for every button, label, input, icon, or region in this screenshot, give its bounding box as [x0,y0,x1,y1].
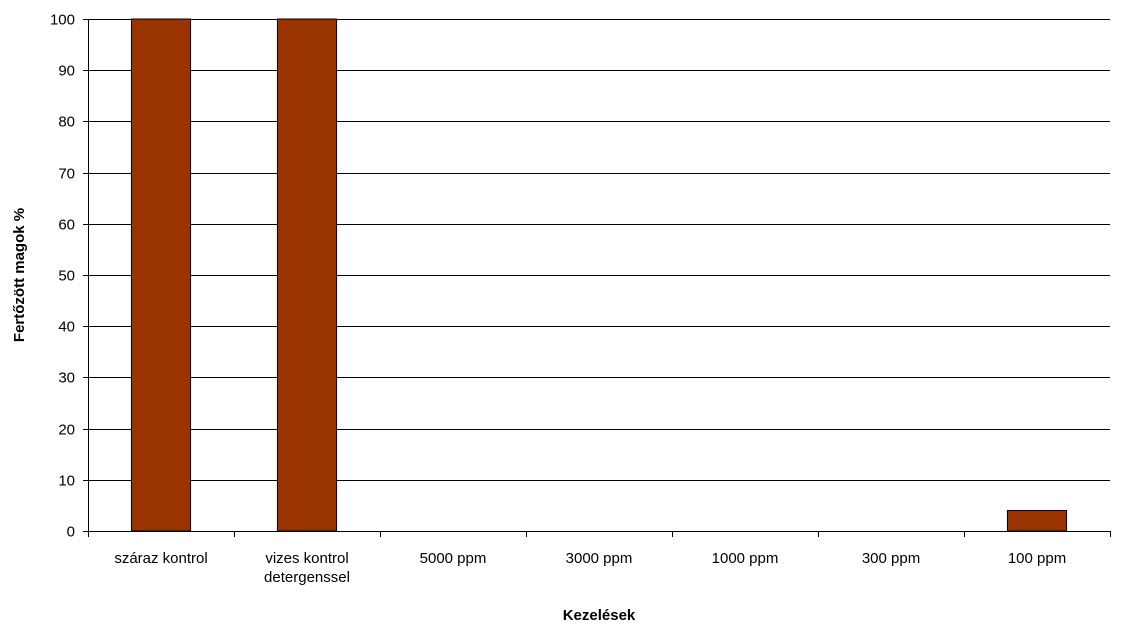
x-tick-label-3: 3000 ppm [566,550,633,567]
x-tick-label-2-line-0: 5000 ppm [420,550,487,567]
x-tick-label-4: 1000 ppm [712,550,779,567]
y-tick-label-80: 80 [58,114,75,131]
gridlines [88,19,1110,481]
bar-6 [1006,510,1068,532]
x-tick-label-6-line-0: 100 ppm [1008,550,1066,567]
x-tick-label-4-line-0: 1000 ppm [712,550,779,567]
y-tick-labels: 0 10 20 30 40 50 60 70 80 90 100 [50,12,75,541]
x-tick-label-1-line-0: vizes kontrol [265,550,348,567]
bar-1 [276,18,338,532]
y-tick-label-70: 70 [58,166,75,183]
x-tick-label-3-line-0: 3000 ppm [566,550,633,567]
x-tick-label-1: vizes kontrol detergenssel [264,550,350,586]
x-tick-labels: száraz kontrol vizes kontrol detergenssel 5… [114,550,1066,586]
y-tick-label-40: 40 [58,319,75,336]
x-axis-title: Kezelések [563,607,636,624]
x-tick-label-6: 100 ppm [1008,550,1066,567]
y-tick-label-0: 0 [67,524,75,541]
x-tick-label-5: 300 ppm [862,550,920,567]
x-tick-label-0: száraz kontrol [114,550,207,567]
y-axis-title: Fertőzött magok % [11,208,28,342]
y-tick-label-30: 30 [58,370,75,387]
y-tick-label-60: 60 [58,217,75,234]
x-tick-label-2: 5000 ppm [420,550,487,567]
bars [130,18,1068,532]
y-tick-label-10: 10 [58,473,75,490]
axes [83,19,1111,537]
y-tick-label-50: 50 [58,268,75,285]
x-tick-label-5-line-0: 300 ppm [862,550,920,567]
y-tick-label-90: 90 [58,63,75,80]
x-tick-label-0-line-0: száraz kontrol [114,550,207,567]
y-tick-label-100: 100 [50,12,75,29]
x-tick-label-1-line-1: detergenssel [264,569,350,586]
bar-0 [130,18,192,532]
y-tick-label-20: 20 [58,422,75,439]
